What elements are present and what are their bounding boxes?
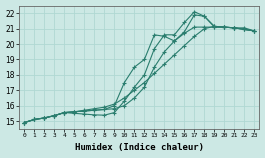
X-axis label: Humidex (Indice chaleur): Humidex (Indice chaleur) xyxy=(75,143,204,152)
